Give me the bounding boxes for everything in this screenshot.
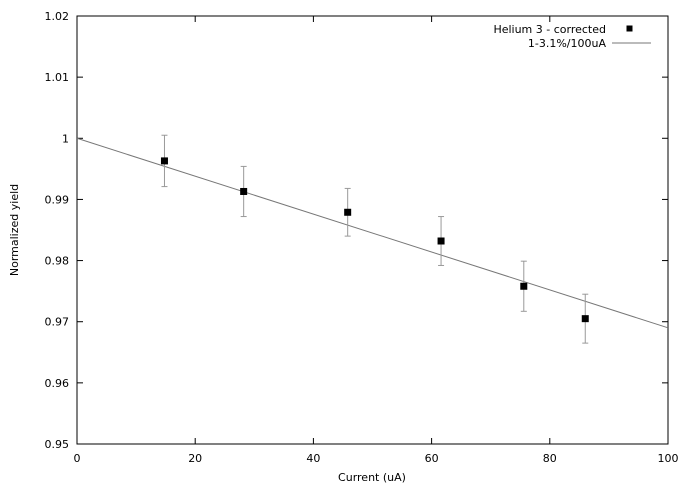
y-tick-label: 1.01: [45, 71, 70, 84]
data-points-layer: [160, 134, 589, 344]
x-tick-label: 80: [543, 452, 557, 465]
data-point: [344, 208, 352, 216]
x-tick-label: 0: [74, 452, 81, 465]
data-point: [581, 315, 589, 323]
x-axis-title: Current (uA): [338, 471, 406, 484]
data-point: [437, 237, 445, 245]
x-tick-label: 20: [188, 452, 202, 465]
y-tick-label: 1.02: [45, 10, 70, 23]
y-tick-label: 0.97: [45, 316, 70, 329]
data-point: [160, 157, 168, 165]
plot-frame: [76, 15, 669, 445]
y-tick-label: 0.98: [45, 255, 70, 268]
y-tick-label: 0.96: [45, 377, 70, 390]
fit-line: [76, 137, 669, 329]
y-tick-label: 0.99: [45, 193, 70, 206]
data-point: [520, 282, 528, 290]
y-tick-label: 0.95: [45, 438, 70, 451]
data-point: [240, 187, 248, 195]
x-tick-label: 60: [425, 452, 439, 465]
x-tick-label: 100: [658, 452, 679, 465]
legend: Helium 3 - corrected 1-3.1%/100uA: [493, 23, 651, 50]
y-tick-label: 1: [62, 132, 69, 145]
axis-ticks: 0 20 40 60 80 100 0.95 0.96 0.97 0.98 0.99 1 1.01 1.0…: [45, 10, 679, 465]
legend-label-fit-line: 1-3.1%/100uA: [528, 37, 607, 50]
fit-line-layer: [76, 137, 669, 329]
x-tick-label: 40: [306, 452, 320, 465]
legend-marker-square: [626, 25, 633, 32]
y-axis-title: Normalized yield: [8, 184, 21, 276]
legend-label-helium3: Helium 3 - corrected: [493, 23, 606, 36]
